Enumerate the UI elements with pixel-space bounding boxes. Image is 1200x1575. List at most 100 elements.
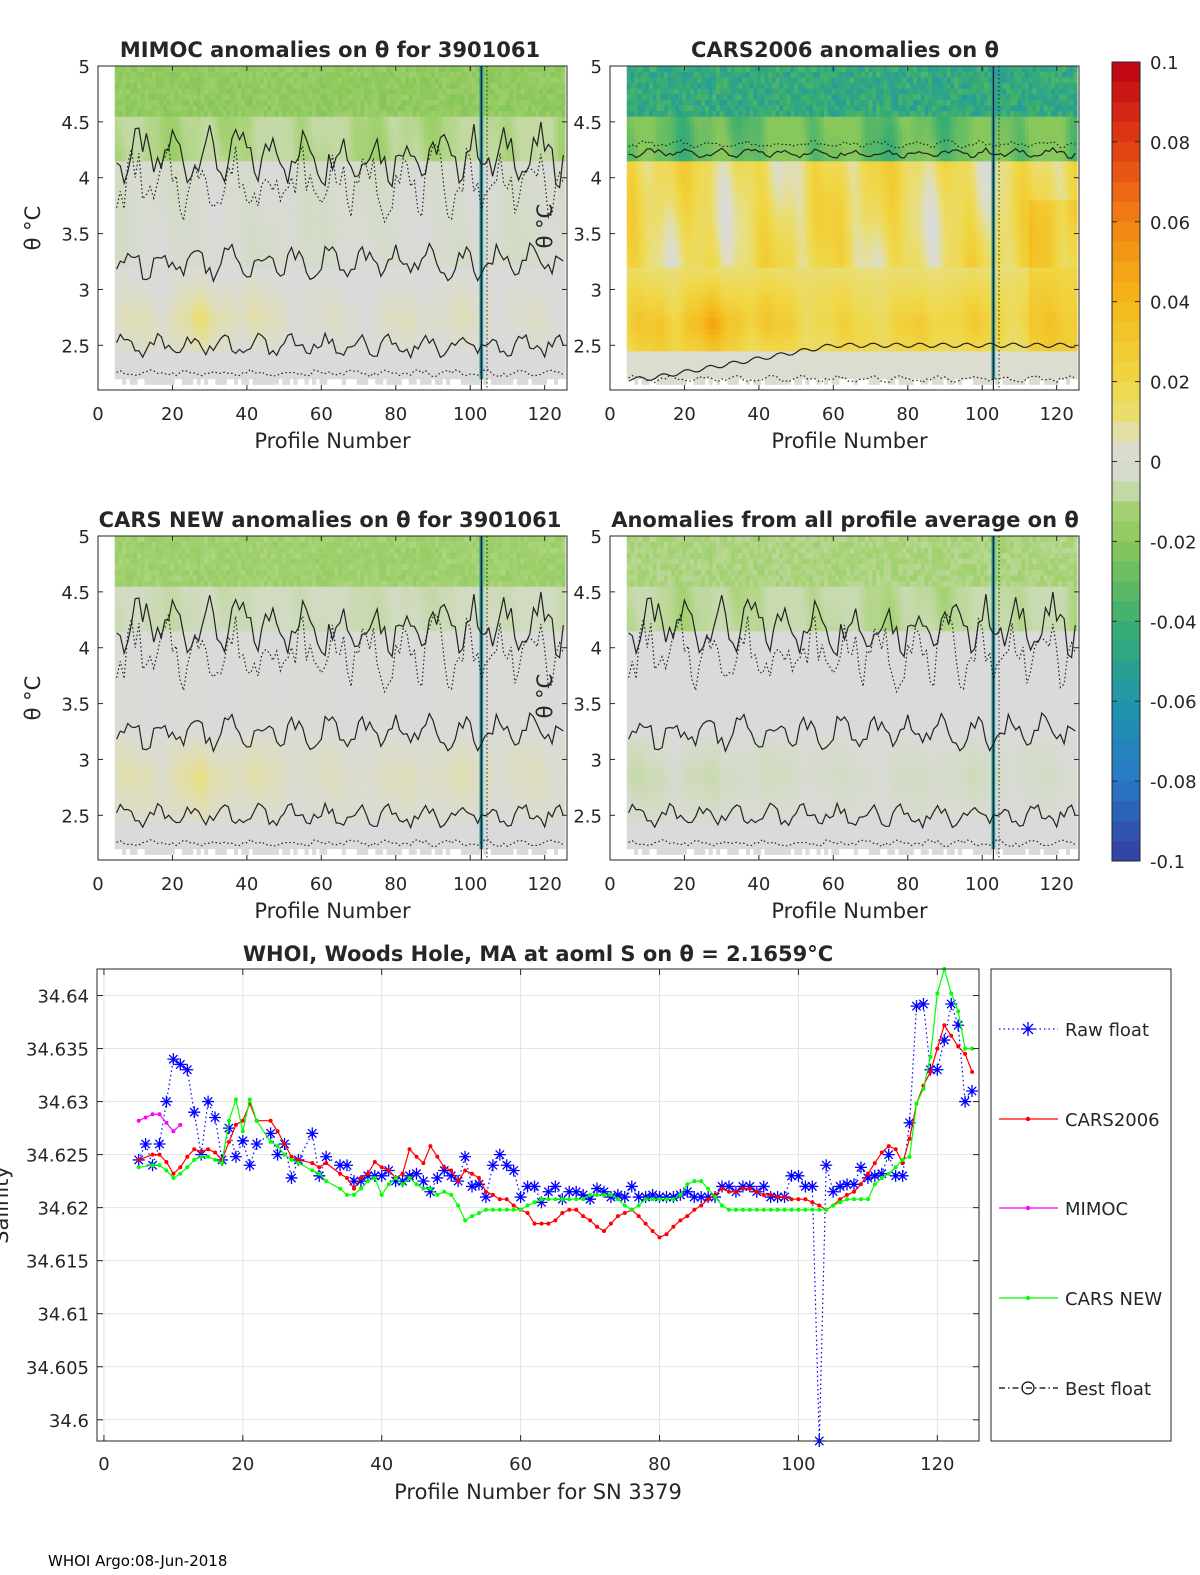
heatmap-cell [263, 105, 268, 112]
heatmap-cell [174, 93, 179, 100]
heatmap-cell [393, 261, 399, 268]
heatmap-cell [442, 356, 447, 363]
heatmap-cell [133, 222, 138, 229]
heatmap-cell [144, 71, 149, 78]
heatmap-cell [282, 311, 287, 318]
heatmap-cell [207, 166, 212, 173]
heatmap-cell [159, 172, 164, 179]
heatmap-cell [397, 356, 402, 363]
heatmap-cell [345, 211, 350, 218]
heatmap-cell [137, 88, 142, 95]
heatmap-cell [304, 222, 309, 229]
heatmap-cell [323, 155, 328, 162]
heatmap-cell [390, 93, 395, 100]
heatmap-cell [397, 200, 402, 207]
heatmap-cell [207, 155, 212, 162]
heatmap-cell [345, 66, 350, 72]
heatmap-cell [170, 311, 175, 318]
heatmap-cell [163, 93, 168, 100]
heatmap-cell [215, 222, 220, 229]
heatmap-cell [352, 133, 358, 140]
heatmap-cell [155, 194, 160, 201]
heatmap-cell [174, 222, 179, 229]
heatmap-cell [349, 133, 354, 140]
heatmap-cell [125, 194, 131, 201]
heatmap-cell [207, 149, 212, 156]
heatmap-cell [118, 295, 123, 302]
heatmap-cell [271, 228, 276, 234]
heatmap-cell [293, 71, 298, 78]
heatmap-cell [345, 160, 350, 167]
heatmap-cell [379, 138, 384, 145]
heatmap-cell [263, 345, 268, 352]
heatmap-cell [289, 200, 294, 207]
heatmap-cell [237, 362, 242, 369]
heatmap-cell [267, 200, 272, 207]
heatmap-cell [163, 267, 168, 274]
heatmap-cell [401, 267, 406, 274]
heatmap-cell [304, 334, 309, 341]
heatmap-cell [259, 289, 265, 296]
heatmap-cell [364, 71, 369, 78]
heatmap-cell [189, 255, 194, 262]
heatmap-cell [181, 250, 186, 257]
heatmap-cell [200, 267, 205, 274]
heatmap-cell [133, 289, 138, 296]
heatmap-cell [323, 373, 328, 380]
heatmap-cell [282, 356, 287, 363]
heatmap-cell [349, 177, 354, 184]
heatmap-cell [285, 155, 291, 162]
heatmap-cell [259, 244, 265, 251]
heatmap-cell [367, 289, 372, 296]
heatmap-cell [178, 334, 183, 341]
heatmap-cell [271, 155, 276, 162]
heatmap-cell [148, 311, 153, 318]
heatmap-cell [364, 116, 369, 123]
heatmap-cell [282, 99, 287, 106]
heatmap-cell [211, 222, 216, 229]
heatmap-cell [200, 172, 205, 179]
heatmap-cell [189, 328, 194, 335]
heatmap-cell [408, 172, 413, 179]
heatmap-cell [256, 356, 261, 363]
heatmap-cell [259, 250, 265, 257]
heatmap-cell [408, 267, 413, 274]
heatmap-cell [226, 222, 231, 229]
heatmap-cell [174, 339, 179, 346]
heatmap-cell [140, 367, 145, 374]
heatmap-cell [267, 155, 272, 162]
heatmap-cell [196, 99, 201, 106]
heatmap-cell [360, 278, 365, 285]
heatmap-cell [174, 311, 179, 318]
heatmap-cell [434, 155, 439, 162]
heatmap-cell [192, 205, 198, 212]
heatmap-cell [431, 155, 436, 162]
heatmap-cell [312, 228, 317, 234]
heatmap-cell [431, 244, 436, 251]
heatmap-cell [431, 278, 436, 285]
heatmap-cell [140, 144, 145, 151]
heatmap-cell [390, 155, 395, 162]
heatmap-cell [323, 116, 328, 123]
heatmap-cell [256, 105, 261, 112]
heatmap-cell [438, 373, 443, 380]
heatmap-cell [379, 77, 384, 84]
heatmap-cell [393, 71, 399, 78]
heatmap-cell [248, 317, 253, 324]
heatmap-cell [345, 350, 350, 357]
heatmap-cell [144, 121, 149, 128]
heatmap-cell [218, 216, 224, 223]
heatmap-cell [211, 334, 216, 341]
heatmap-cell [367, 239, 372, 246]
heatmap-cell [144, 322, 149, 329]
heatmap-cell [330, 222, 335, 229]
heatmap-cell [431, 93, 436, 100]
heatmap-cell [315, 283, 320, 290]
heatmap-cell [315, 255, 320, 262]
heatmap-cell [379, 211, 384, 218]
heatmap-cell [174, 278, 179, 285]
heatmap-cell [289, 166, 294, 173]
heatmap-cell [148, 306, 153, 313]
heatmap-cell [233, 205, 238, 212]
heatmap-cell [289, 216, 294, 223]
